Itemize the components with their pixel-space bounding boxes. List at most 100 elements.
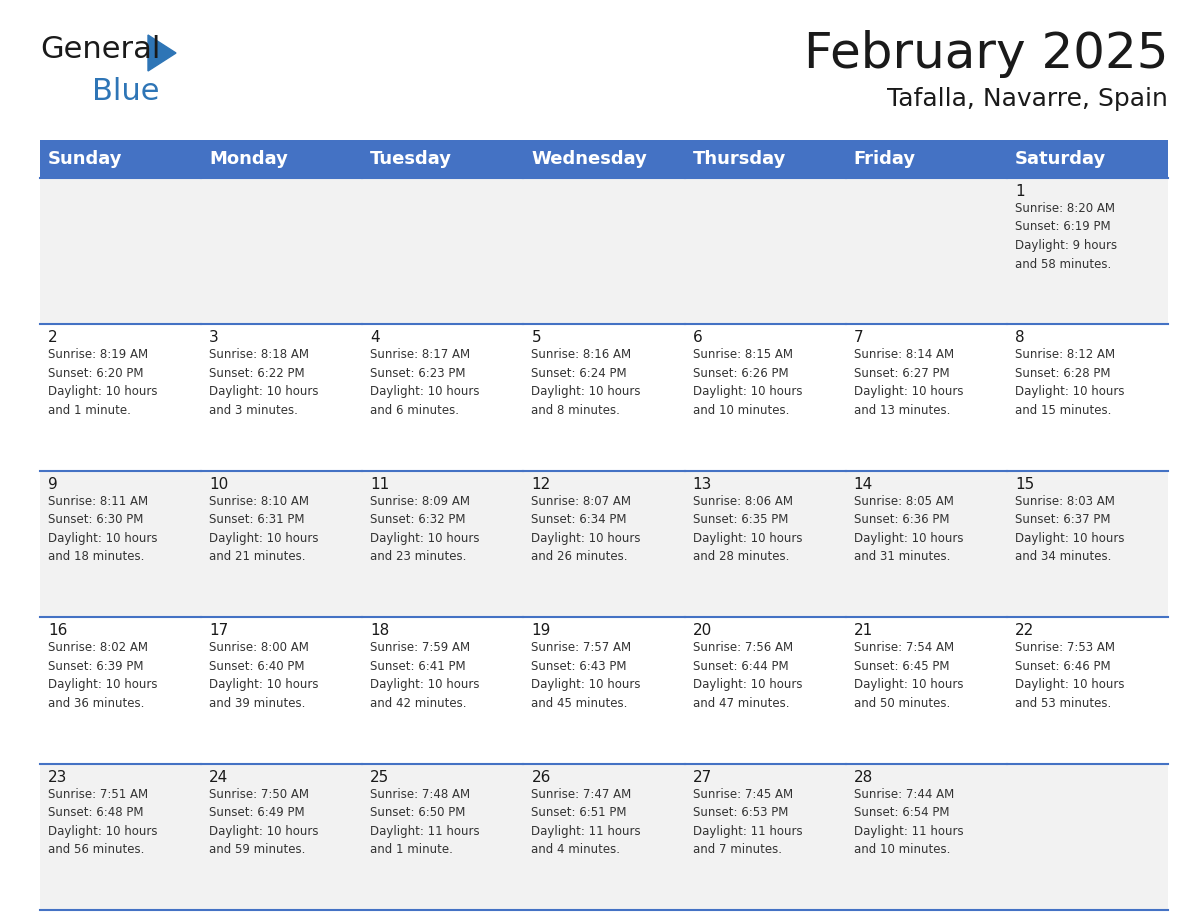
Bar [684, 178, 846, 324]
Bar [524, 471, 684, 617]
Bar [684, 471, 846, 617]
Text: 10: 10 [209, 476, 228, 492]
Bar [362, 178, 524, 324]
Text: 2: 2 [48, 330, 58, 345]
Text: 19: 19 [531, 623, 551, 638]
Text: Sunrise: 8:05 AM
Sunset: 6:36 PM
Daylight: 10 hours
and 31 minutes.: Sunrise: 8:05 AM Sunset: 6:36 PM Dayligh… [854, 495, 963, 564]
Text: Sunday: Sunday [48, 150, 122, 168]
Bar [524, 617, 684, 764]
Text: 14: 14 [854, 476, 873, 492]
Text: February 2025: February 2025 [803, 30, 1168, 78]
Bar [362, 617, 524, 764]
Bar [201, 617, 362, 764]
Bar [1007, 471, 1168, 617]
Text: 16: 16 [48, 623, 68, 638]
Text: Sunrise: 7:57 AM
Sunset: 6:43 PM
Daylight: 10 hours
and 45 minutes.: Sunrise: 7:57 AM Sunset: 6:43 PM Dayligh… [531, 641, 642, 710]
Text: Sunrise: 8:19 AM
Sunset: 6:20 PM
Daylight: 10 hours
and 1 minute.: Sunrise: 8:19 AM Sunset: 6:20 PM Dayligh… [48, 349, 158, 417]
Text: 21: 21 [854, 623, 873, 638]
Text: 25: 25 [371, 769, 390, 785]
Text: Sunrise: 8:17 AM
Sunset: 6:23 PM
Daylight: 10 hours
and 6 minutes.: Sunrise: 8:17 AM Sunset: 6:23 PM Dayligh… [371, 349, 480, 417]
Text: Sunrise: 7:47 AM
Sunset: 6:51 PM
Daylight: 11 hours
and 4 minutes.: Sunrise: 7:47 AM Sunset: 6:51 PM Dayligh… [531, 788, 642, 856]
Text: 28: 28 [854, 769, 873, 785]
Bar [1007, 764, 1168, 910]
Text: Sunrise: 7:44 AM
Sunset: 6:54 PM
Daylight: 11 hours
and 10 minutes.: Sunrise: 7:44 AM Sunset: 6:54 PM Dayligh… [854, 788, 963, 856]
Bar [201, 178, 362, 324]
Bar [846, 140, 1007, 178]
Text: General: General [40, 35, 160, 64]
Bar [1007, 140, 1168, 178]
Bar [201, 471, 362, 617]
Bar [40, 471, 201, 617]
Text: 1: 1 [1015, 184, 1024, 199]
Text: 4: 4 [371, 330, 380, 345]
Bar [524, 764, 684, 910]
Bar [40, 140, 201, 178]
Text: 18: 18 [371, 623, 390, 638]
Text: Sunrise: 8:06 AM
Sunset: 6:35 PM
Daylight: 10 hours
and 28 minutes.: Sunrise: 8:06 AM Sunset: 6:35 PM Dayligh… [693, 495, 802, 564]
Text: 17: 17 [209, 623, 228, 638]
Text: 22: 22 [1015, 623, 1034, 638]
Bar [684, 764, 846, 910]
Text: 13: 13 [693, 476, 712, 492]
Bar [1007, 178, 1168, 324]
Bar [684, 324, 846, 471]
Bar [846, 764, 1007, 910]
Text: Sunrise: 8:02 AM
Sunset: 6:39 PM
Daylight: 10 hours
and 36 minutes.: Sunrise: 8:02 AM Sunset: 6:39 PM Dayligh… [48, 641, 158, 710]
Bar [1007, 617, 1168, 764]
Bar [40, 617, 201, 764]
Text: Friday: Friday [854, 150, 916, 168]
Text: 24: 24 [209, 769, 228, 785]
Text: Sunrise: 8:03 AM
Sunset: 6:37 PM
Daylight: 10 hours
and 34 minutes.: Sunrise: 8:03 AM Sunset: 6:37 PM Dayligh… [1015, 495, 1124, 564]
Text: 7: 7 [854, 330, 864, 345]
Text: Monday: Monday [209, 150, 287, 168]
Text: 3: 3 [209, 330, 219, 345]
Bar [684, 617, 846, 764]
Bar [524, 140, 684, 178]
Text: Blue: Blue [91, 77, 159, 106]
Text: Sunrise: 8:09 AM
Sunset: 6:32 PM
Daylight: 10 hours
and 23 minutes.: Sunrise: 8:09 AM Sunset: 6:32 PM Dayligh… [371, 495, 480, 564]
Text: Sunrise: 7:48 AM
Sunset: 6:50 PM
Daylight: 11 hours
and 1 minute.: Sunrise: 7:48 AM Sunset: 6:50 PM Dayligh… [371, 788, 480, 856]
Bar [40, 178, 201, 324]
Text: Sunrise: 8:20 AM
Sunset: 6:19 PM
Daylight: 9 hours
and 58 minutes.: Sunrise: 8:20 AM Sunset: 6:19 PM Dayligh… [1015, 202, 1117, 271]
Bar [846, 178, 1007, 324]
Bar [362, 324, 524, 471]
Text: Thursday: Thursday [693, 150, 786, 168]
Bar [201, 764, 362, 910]
Text: Sunrise: 8:15 AM
Sunset: 6:26 PM
Daylight: 10 hours
and 10 minutes.: Sunrise: 8:15 AM Sunset: 6:26 PM Dayligh… [693, 349, 802, 417]
Bar [201, 140, 362, 178]
Text: Sunrise: 7:45 AM
Sunset: 6:53 PM
Daylight: 11 hours
and 7 minutes.: Sunrise: 7:45 AM Sunset: 6:53 PM Dayligh… [693, 788, 802, 856]
Polygon shape [148, 35, 176, 71]
Text: 15: 15 [1015, 476, 1034, 492]
Text: 5: 5 [531, 330, 541, 345]
Text: Sunrise: 7:51 AM
Sunset: 6:48 PM
Daylight: 10 hours
and 56 minutes.: Sunrise: 7:51 AM Sunset: 6:48 PM Dayligh… [48, 788, 158, 856]
Text: 27: 27 [693, 769, 712, 785]
Text: 23: 23 [48, 769, 68, 785]
Text: Sunrise: 7:59 AM
Sunset: 6:41 PM
Daylight: 10 hours
and 42 minutes.: Sunrise: 7:59 AM Sunset: 6:41 PM Dayligh… [371, 641, 480, 710]
Text: Sunrise: 7:56 AM
Sunset: 6:44 PM
Daylight: 10 hours
and 47 minutes.: Sunrise: 7:56 AM Sunset: 6:44 PM Dayligh… [693, 641, 802, 710]
Bar [524, 324, 684, 471]
Bar [1007, 324, 1168, 471]
Text: Sunrise: 7:54 AM
Sunset: 6:45 PM
Daylight: 10 hours
and 50 minutes.: Sunrise: 7:54 AM Sunset: 6:45 PM Dayligh… [854, 641, 963, 710]
Bar [846, 471, 1007, 617]
Text: 12: 12 [531, 476, 551, 492]
Text: Saturday: Saturday [1015, 150, 1106, 168]
Bar [362, 140, 524, 178]
Bar [846, 617, 1007, 764]
Bar [40, 324, 201, 471]
Text: 11: 11 [371, 476, 390, 492]
Text: Tuesday: Tuesday [371, 150, 453, 168]
Text: 6: 6 [693, 330, 702, 345]
Text: Wednesday: Wednesday [531, 150, 647, 168]
Text: Sunrise: 8:14 AM
Sunset: 6:27 PM
Daylight: 10 hours
and 13 minutes.: Sunrise: 8:14 AM Sunset: 6:27 PM Dayligh… [854, 349, 963, 417]
Bar [684, 140, 846, 178]
Bar [362, 471, 524, 617]
Text: 20: 20 [693, 623, 712, 638]
Text: Sunrise: 7:50 AM
Sunset: 6:49 PM
Daylight: 10 hours
and 59 minutes.: Sunrise: 7:50 AM Sunset: 6:49 PM Dayligh… [209, 788, 318, 856]
Text: Sunrise: 8:00 AM
Sunset: 6:40 PM
Daylight: 10 hours
and 39 minutes.: Sunrise: 8:00 AM Sunset: 6:40 PM Dayligh… [209, 641, 318, 710]
Text: Sunrise: 8:07 AM
Sunset: 6:34 PM
Daylight: 10 hours
and 26 minutes.: Sunrise: 8:07 AM Sunset: 6:34 PM Dayligh… [531, 495, 642, 564]
Text: Sunrise: 8:16 AM
Sunset: 6:24 PM
Daylight: 10 hours
and 8 minutes.: Sunrise: 8:16 AM Sunset: 6:24 PM Dayligh… [531, 349, 642, 417]
Text: Sunrise: 8:10 AM
Sunset: 6:31 PM
Daylight: 10 hours
and 21 minutes.: Sunrise: 8:10 AM Sunset: 6:31 PM Dayligh… [209, 495, 318, 564]
Bar [362, 764, 524, 910]
Text: 9: 9 [48, 476, 58, 492]
Bar [201, 324, 362, 471]
